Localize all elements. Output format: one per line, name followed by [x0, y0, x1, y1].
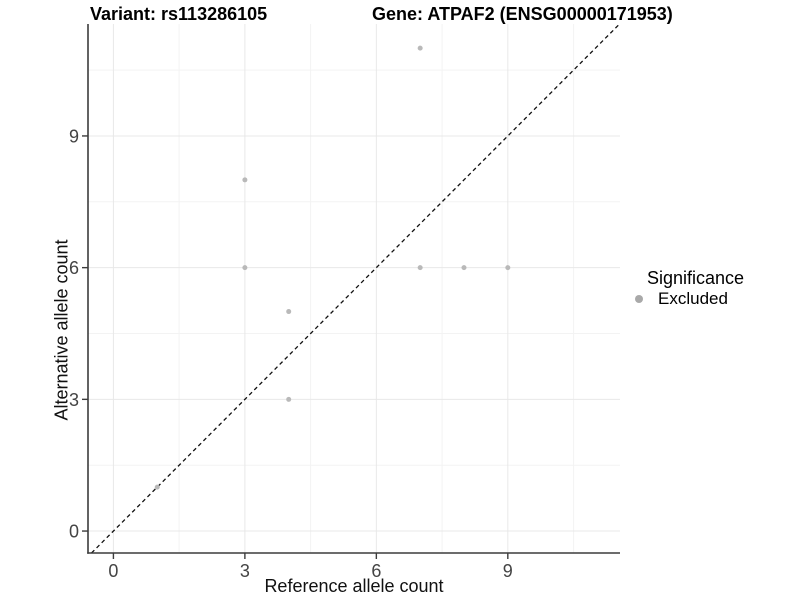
- legend-item-excluded: Excluded: [631, 289, 744, 309]
- data-point: [286, 396, 292, 402]
- plot-title-gene: Gene: ATPAF2 (ENSG00000171953): [372, 4, 673, 24]
- plot-title-variant: Variant: rs113286105: [90, 4, 268, 24]
- legend-item-label: Excluded: [658, 289, 728, 308]
- y-tick-label: 9: [69, 126, 79, 146]
- data-point: [417, 265, 423, 271]
- legend: Significance Excluded: [631, 269, 744, 309]
- y-axis-title: Alternative allele count: [51, 239, 72, 421]
- data-point: [242, 177, 248, 183]
- y-tick-label: 0: [69, 522, 79, 542]
- data-point: [286, 309, 292, 315]
- x-tick-label: 3: [240, 561, 250, 581]
- y-tick-label: 6: [69, 258, 79, 278]
- x-tick-label: 0: [108, 561, 118, 581]
- data-point: [505, 265, 511, 271]
- x-tick-label: 6: [371, 561, 381, 581]
- identity-line: [91, 23, 621, 554]
- data-point: [461, 265, 467, 271]
- data-point: [242, 265, 248, 271]
- x-tick-label: 9: [503, 561, 513, 581]
- data-point: [154, 484, 160, 490]
- y-tick-label: 3: [69, 390, 79, 410]
- legend-point-icon: [635, 295, 643, 303]
- x-axis-title: Reference allele count: [264, 576, 444, 596]
- data-point: [417, 45, 423, 51]
- legend-title: Significance: [647, 268, 745, 288]
